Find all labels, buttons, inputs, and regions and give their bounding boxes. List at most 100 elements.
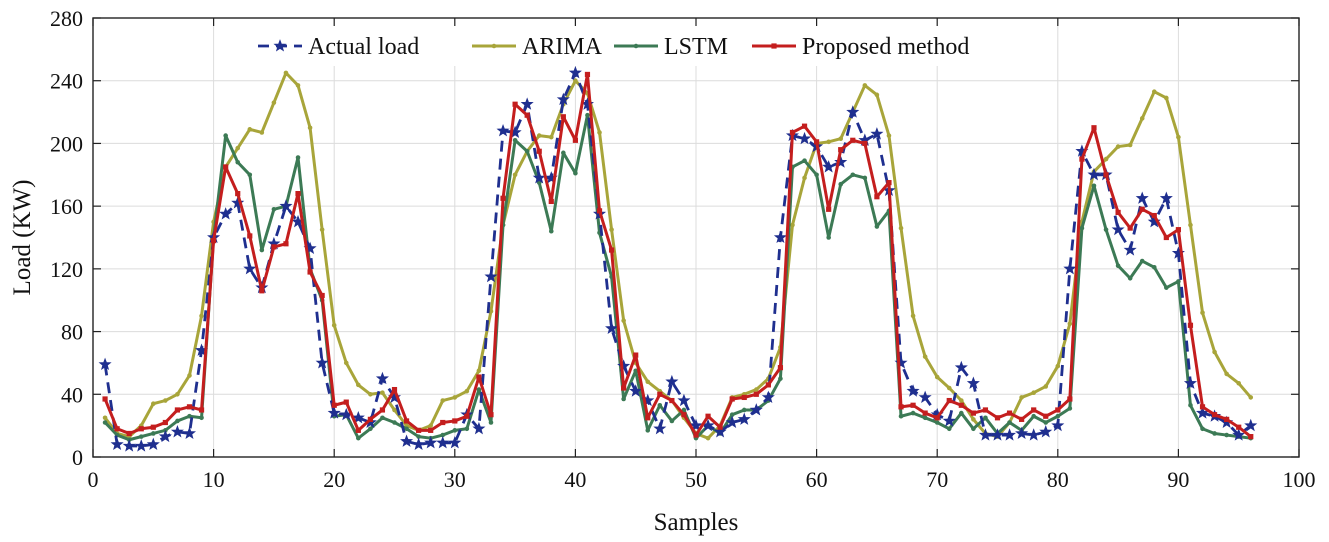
data-point-proposed-method [934,415,940,421]
data-point-proposed-method [1175,227,1181,233]
data-point-actual-load [1111,222,1125,236]
data-point-arima [271,100,277,105]
data-point-proposed-method [1236,424,1242,430]
data-point-lstm [826,235,831,240]
data-point-arima [874,92,880,98]
data-point-lstm [983,415,988,421]
y-tick-label: 0 [72,445,83,470]
data-point-lstm [548,228,554,234]
y-tick-label: 120 [50,257,83,282]
data-point-arima [380,390,385,396]
data-point-proposed-method [898,404,904,410]
data-point-proposed-method [1248,434,1254,440]
data-point-actual-load [1051,418,1065,432]
data-point-lstm [476,387,482,392]
data-point-arima [1236,381,1241,386]
data-point-proposed-method [560,114,566,120]
data-point-proposed-method [464,413,470,419]
data-point-arima [597,130,602,135]
data-point-lstm [1115,263,1121,269]
data-point-actual-load [629,384,643,397]
data-point-arima [1248,395,1254,400]
data-point-lstm [910,410,916,416]
data-point-arima [946,385,952,391]
data-point-proposed-method [584,71,591,78]
data-point-lstm [741,407,747,413]
data-point-actual-load [834,155,848,168]
data-point-actual-load [954,360,968,374]
data-point-arima [790,222,795,228]
data-point-proposed-method [970,410,976,416]
data-point-actual-load [532,171,546,184]
data-point-actual-load [822,160,836,173]
data-point-lstm [874,224,880,229]
x-tick-label: 70 [926,467,948,492]
data-point-lstm [271,206,277,212]
data-point-lstm [259,247,265,253]
data-point-proposed-method [1187,322,1194,328]
data-point-proposed-method [500,195,506,201]
x-tick-label: 20 [323,467,345,492]
data-point-lstm [561,150,566,156]
data-point-lstm [199,415,204,421]
legend-item-lstm: LSTM [614,34,728,60]
data-point-proposed-method [705,413,711,419]
data-point-lstm [838,181,844,187]
data-point-arima [331,323,337,328]
series-proposed-method [102,71,1254,440]
data-point-proposed-method [850,137,856,143]
data-point-arima [476,368,482,374]
data-point-proposed-method [174,407,181,413]
data-point-lstm [1188,402,1193,408]
data-point-lstm [1139,258,1145,264]
data-point-proposed-method [1127,225,1133,231]
data-point-lstm [247,172,253,178]
data-point-arima [163,398,168,403]
data-point-actual-load [966,376,980,389]
data-point-actual-load [231,196,245,209]
data-point-actual-load [1171,246,1185,259]
legend-label: LSTM [664,34,728,60]
data-point-lstm [368,426,373,432]
data-point-actual-load [1159,191,1173,204]
data-point-proposed-method [416,427,422,433]
data-point-actual-load [1087,167,1101,181]
data-point-lstm [862,175,868,181]
legend-label: Proposed method [802,34,969,60]
data-point-lstm [392,420,397,425]
data-point-arima [1031,390,1036,396]
data-point-actual-load [243,262,257,275]
data-point-proposed-method [343,399,349,405]
data-point-actual-load [110,437,124,451]
data-point-proposed-method [102,396,108,402]
data-point-actual-load [424,436,438,449]
data-point-lstm [633,368,638,374]
data-point-proposed-method [247,233,253,239]
x-tick-label: 90 [1167,467,1189,492]
data-point-lstm [102,420,108,425]
data-point-arima [452,395,458,400]
data-point-arima [548,134,554,140]
data-point-actual-load [798,131,812,145]
data-point-proposed-method [162,419,168,426]
data-point-proposed-method [295,191,301,197]
data-point-proposed-method [777,365,784,371]
data-point-lstm [585,112,590,118]
data-point-actual-load [749,403,763,416]
data-point-proposed-method [1067,396,1073,402]
legend-item-proposed-method: Proposed method [752,34,969,60]
data-point-proposed-method [621,385,627,391]
data-point-actual-load [761,390,775,403]
data-point-proposed-method [488,412,494,418]
data-point-arima [1212,349,1217,355]
data-point-arima [175,391,180,397]
data-point-arima [959,398,964,403]
data-point-proposed-method [1091,125,1097,131]
data-point-arima [573,78,578,84]
data-point-arima [464,388,470,394]
data-point-actual-load [170,425,184,438]
data-point-arima [1043,384,1049,389]
data-point-proposed-method [198,407,205,413]
data-point-proposed-method [596,208,603,214]
